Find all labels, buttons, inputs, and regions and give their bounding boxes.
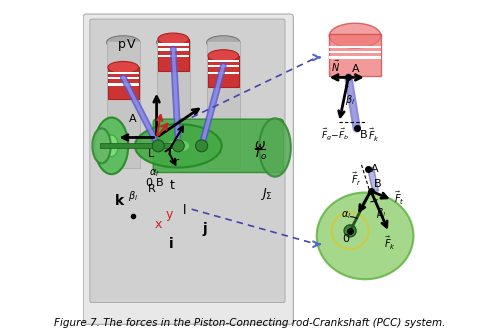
Ellipse shape <box>166 139 190 152</box>
Text: $\beta_l$: $\beta_l$ <box>128 189 138 203</box>
Text: Figure 7. The forces in the Piston-Connecting rod-Crankshaft (PCC) system.: Figure 7. The forces in the Piston-Conne… <box>54 318 446 328</box>
Bar <box>329 56 381 59</box>
Ellipse shape <box>316 193 414 279</box>
Text: R: R <box>148 184 155 194</box>
Text: $\omega$: $\omega$ <box>254 138 266 151</box>
Ellipse shape <box>105 135 118 157</box>
Bar <box>158 44 188 46</box>
Bar <box>208 56 238 87</box>
Bar <box>106 41 140 168</box>
Text: r: r <box>174 156 178 169</box>
Text: $\alpha_l$: $\alpha_l$ <box>341 209 351 221</box>
Text: $\vec{F}_r$: $\vec{F}_r$ <box>350 171 362 188</box>
Ellipse shape <box>95 118 128 174</box>
Ellipse shape <box>108 61 138 73</box>
Text: $\beta_l$: $\beta_l$ <box>376 206 386 219</box>
Ellipse shape <box>208 50 238 62</box>
Text: $T_o$: $T_o$ <box>252 147 268 162</box>
Ellipse shape <box>106 36 140 49</box>
Circle shape <box>152 140 164 152</box>
Text: y: y <box>166 208 173 221</box>
Bar <box>208 72 238 74</box>
Text: $\vec{N}$: $\vec{N}$ <box>331 59 340 74</box>
Text: $\vec{F}_t$: $\vec{F}_t$ <box>394 190 404 207</box>
FancyBboxPatch shape <box>83 14 294 324</box>
Text: V: V <box>128 38 136 51</box>
Circle shape <box>344 225 356 237</box>
Ellipse shape <box>206 36 240 49</box>
Bar <box>108 67 138 99</box>
Bar <box>208 65 238 67</box>
Ellipse shape <box>135 124 222 168</box>
Text: $\beta_l$: $\beta_l$ <box>345 93 355 107</box>
Bar <box>158 39 188 71</box>
Text: L: L <box>148 149 154 159</box>
Text: $\vec{F}_k$: $\vec{F}_k$ <box>384 235 396 252</box>
Text: x: x <box>154 218 162 231</box>
Bar <box>108 83 138 86</box>
Polygon shape <box>368 168 378 192</box>
Text: A: A <box>352 64 360 74</box>
Ellipse shape <box>329 23 381 48</box>
FancyBboxPatch shape <box>154 119 284 173</box>
Bar <box>329 34 381 76</box>
Text: p: p <box>118 38 126 51</box>
FancyBboxPatch shape <box>90 19 285 303</box>
Bar <box>206 41 240 168</box>
Bar <box>108 77 138 79</box>
Text: A: A <box>371 164 378 174</box>
Text: B: B <box>360 130 367 140</box>
Bar <box>158 55 188 57</box>
Bar <box>156 41 190 168</box>
Bar <box>108 72 138 74</box>
Text: $J_\Sigma$: $J_\Sigma$ <box>260 186 272 202</box>
Text: l: l <box>183 204 186 217</box>
Bar <box>208 60 238 62</box>
Circle shape <box>196 140 207 152</box>
Text: j: j <box>202 222 207 236</box>
Text: $\vec{F}_k$: $\vec{F}_k$ <box>368 127 380 144</box>
Bar <box>329 51 381 53</box>
Ellipse shape <box>92 128 110 163</box>
Circle shape <box>172 140 184 152</box>
Bar <box>158 48 188 51</box>
Ellipse shape <box>158 33 188 45</box>
Text: i: i <box>170 237 174 251</box>
Text: $\alpha_l$: $\alpha_l$ <box>149 167 159 179</box>
Text: t: t <box>170 179 174 192</box>
Text: 0: 0 <box>342 233 349 244</box>
Ellipse shape <box>259 118 291 177</box>
Text: A: A <box>129 114 136 124</box>
Text: $\vec{F}_g\!-\!\vec{F}_b$: $\vec{F}_g\!-\!\vec{F}_b$ <box>322 127 350 143</box>
Bar <box>100 143 174 148</box>
Ellipse shape <box>156 36 190 49</box>
Text: B: B <box>156 178 163 188</box>
Bar <box>329 46 381 48</box>
Text: k: k <box>116 194 124 208</box>
Text: B: B <box>374 179 381 189</box>
Text: 0: 0 <box>145 178 152 188</box>
